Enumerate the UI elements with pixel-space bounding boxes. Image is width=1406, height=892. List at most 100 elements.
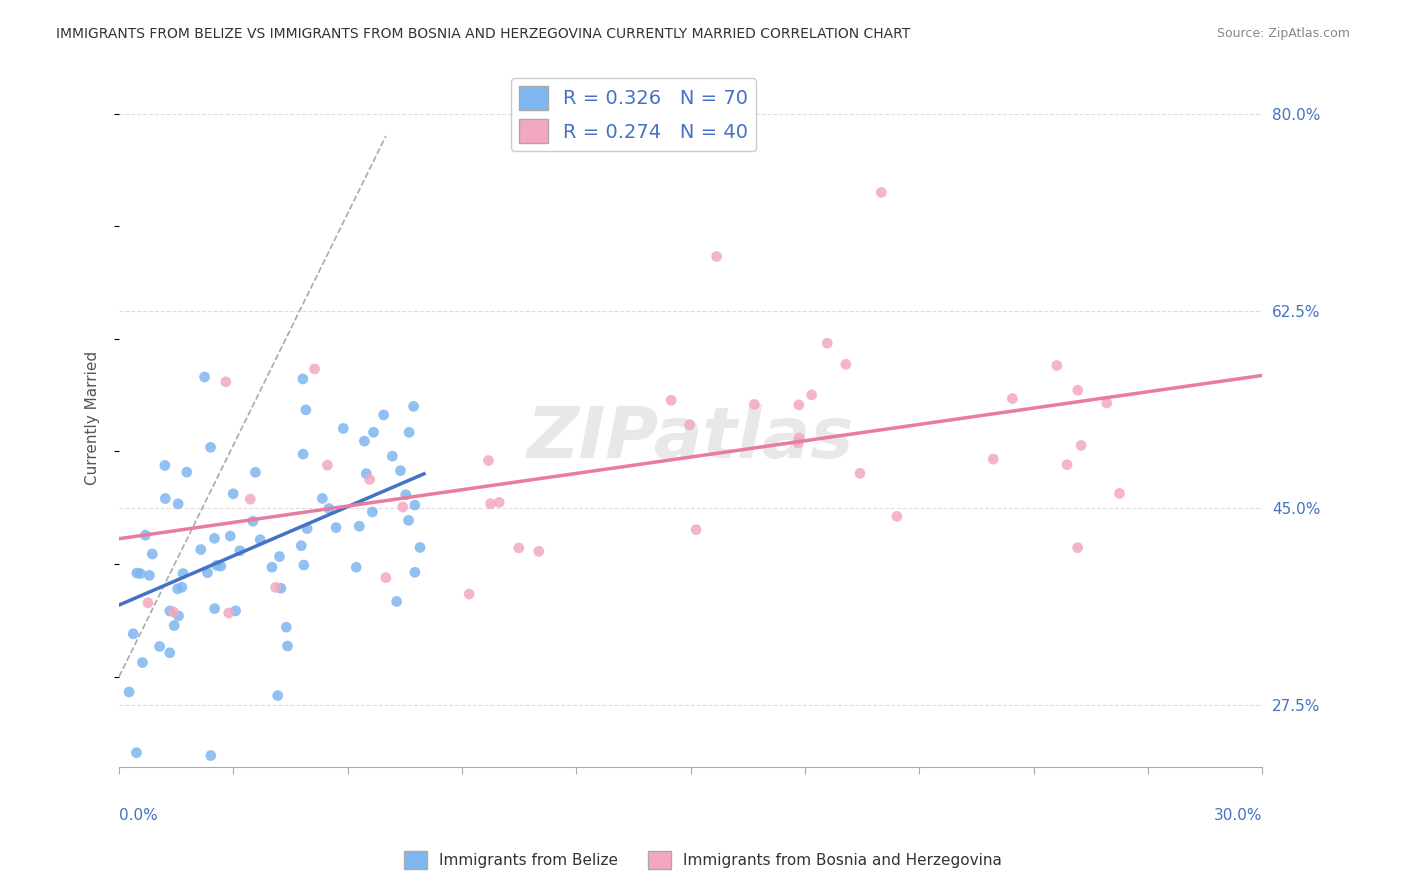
Point bbox=[170, 580, 193, 594]
Text: ZIPatlas: ZIPatlas bbox=[527, 404, 855, 473]
Point bbox=[1066, 541, 1088, 555]
Point bbox=[167, 609, 190, 624]
Point bbox=[134, 528, 156, 542]
Point bbox=[270, 581, 292, 595]
Point bbox=[129, 566, 152, 581]
Point bbox=[291, 372, 314, 386]
Point bbox=[136, 596, 159, 610]
Point bbox=[353, 434, 375, 449]
Point bbox=[125, 746, 148, 760]
Point bbox=[508, 541, 530, 555]
Point bbox=[167, 497, 190, 511]
Text: 30.0%: 30.0% bbox=[1213, 808, 1263, 823]
Point bbox=[1056, 458, 1078, 472]
Point bbox=[290, 539, 312, 553]
Point bbox=[835, 357, 858, 371]
Point bbox=[886, 509, 908, 524]
Point bbox=[122, 627, 145, 641]
Point bbox=[1001, 392, 1024, 406]
Point bbox=[870, 186, 893, 200]
Point bbox=[391, 500, 413, 514]
Point bbox=[787, 436, 810, 450]
Point bbox=[385, 594, 408, 608]
Point bbox=[1046, 359, 1069, 373]
Point bbox=[659, 393, 682, 408]
Legend: Immigrants from Belize, Immigrants from Bosnia and Herzegovina: Immigrants from Belize, Immigrants from … bbox=[398, 845, 1008, 875]
Point bbox=[172, 566, 194, 581]
Point bbox=[260, 560, 283, 574]
Y-axis label: Currently Married: Currently Married bbox=[86, 351, 100, 484]
Text: Source: ZipAtlas.com: Source: ZipAtlas.com bbox=[1216, 27, 1350, 40]
Point bbox=[242, 514, 264, 528]
Point bbox=[125, 566, 148, 580]
Point bbox=[204, 532, 226, 546]
Point bbox=[197, 566, 219, 580]
Point bbox=[404, 566, 426, 580]
Point bbox=[1067, 383, 1090, 397]
Point bbox=[1108, 486, 1130, 500]
Text: IMMIGRANTS FROM BELIZE VS IMMIGRANTS FROM BOSNIA AND HERZEGOVINA CURRENTLY MARRI: IMMIGRANTS FROM BELIZE VS IMMIGRANTS FRO… bbox=[56, 27, 911, 41]
Point bbox=[276, 639, 298, 653]
Point bbox=[292, 558, 315, 572]
Point bbox=[316, 458, 339, 472]
Point bbox=[159, 646, 181, 660]
Point bbox=[190, 542, 212, 557]
Point bbox=[118, 685, 141, 699]
Point bbox=[787, 398, 810, 412]
Point bbox=[789, 431, 811, 445]
Point bbox=[409, 541, 432, 555]
Point bbox=[222, 487, 245, 501]
Point bbox=[225, 604, 247, 618]
Point bbox=[153, 458, 176, 473]
Point bbox=[218, 606, 240, 620]
Point bbox=[176, 465, 198, 479]
Point bbox=[374, 571, 396, 585]
Point bbox=[477, 453, 499, 467]
Point bbox=[527, 544, 550, 558]
Point bbox=[304, 362, 326, 376]
Point bbox=[381, 449, 404, 463]
Point bbox=[981, 452, 1004, 467]
Point bbox=[325, 520, 347, 534]
Point bbox=[267, 689, 290, 703]
Point bbox=[163, 618, 186, 632]
Point bbox=[311, 491, 333, 506]
Point bbox=[219, 529, 242, 543]
Point bbox=[344, 560, 367, 574]
Point bbox=[276, 620, 298, 634]
Point bbox=[363, 425, 385, 440]
Point bbox=[131, 656, 153, 670]
Text: 0.0%: 0.0% bbox=[120, 808, 157, 823]
Point bbox=[292, 447, 315, 461]
Point bbox=[402, 400, 425, 414]
Point bbox=[155, 491, 177, 506]
Point bbox=[458, 587, 481, 601]
Point bbox=[249, 533, 271, 547]
Point bbox=[404, 498, 426, 512]
Point bbox=[332, 421, 354, 435]
Point bbox=[488, 495, 510, 509]
Point bbox=[294, 402, 316, 417]
Point bbox=[849, 467, 872, 481]
Point bbox=[264, 580, 287, 594]
Point bbox=[295, 522, 318, 536]
Point bbox=[685, 523, 707, 537]
Point bbox=[200, 748, 222, 763]
Point bbox=[159, 604, 181, 618]
Point bbox=[815, 336, 838, 351]
Point bbox=[389, 464, 412, 478]
Point bbox=[229, 544, 252, 558]
Point bbox=[138, 568, 160, 582]
Legend: R = 0.326   N = 70, R = 0.274   N = 40: R = 0.326 N = 70, R = 0.274 N = 40 bbox=[510, 78, 756, 151]
Point bbox=[141, 547, 163, 561]
Point bbox=[679, 417, 702, 432]
Point bbox=[215, 375, 238, 389]
Point bbox=[166, 582, 188, 596]
Point bbox=[744, 397, 766, 411]
Point bbox=[162, 605, 184, 619]
Point bbox=[200, 440, 222, 454]
Point bbox=[361, 505, 384, 519]
Point bbox=[398, 425, 420, 440]
Point bbox=[1095, 396, 1118, 410]
Point bbox=[209, 559, 232, 574]
